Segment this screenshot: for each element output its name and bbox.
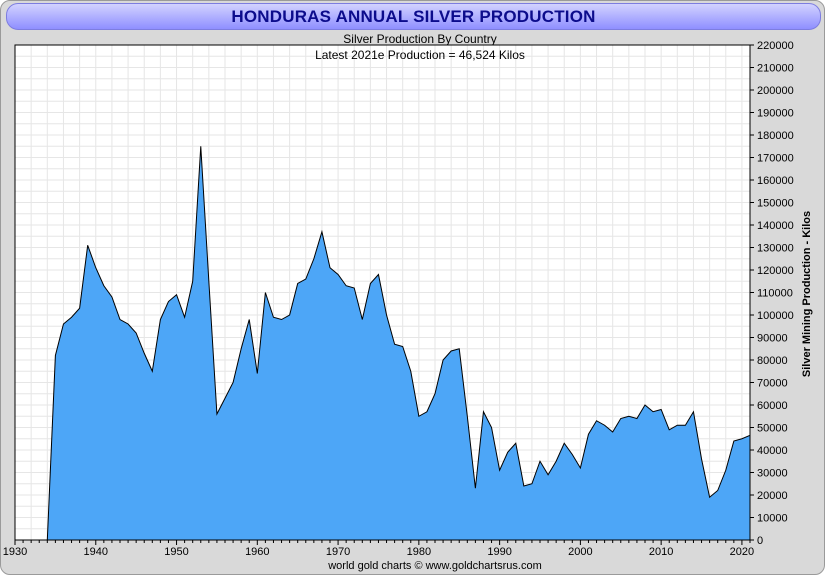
- y-tick-label: 90000: [757, 333, 788, 345]
- production-area: [47, 146, 751, 540]
- x-axis-ticks: 1930 1940 1950 1960 1970 1980 1990 2000 2010 2020: [3, 540, 754, 558]
- y-tick-label: 170000: [757, 153, 794, 165]
- y-tick-label: 10000: [757, 513, 788, 525]
- y-tick-label: 220000: [757, 40, 794, 52]
- y-tick-label: 20000: [757, 490, 788, 502]
- y-tick-label: 140000: [757, 220, 794, 232]
- y-tick-label: 70000: [757, 378, 788, 390]
- y-tick-label: 150000: [757, 198, 794, 210]
- y-tick-label: 120000: [757, 265, 794, 277]
- y-tick-label: 210000: [757, 63, 794, 75]
- y-tick-label: 60000: [757, 400, 788, 412]
- y-axis-label: Silver Mining Production - Kilos: [801, 211, 813, 377]
- x-tick-label: 1960: [245, 546, 269, 558]
- y-tick-label: 0: [757, 535, 763, 547]
- x-tick-label: 2020: [730, 546, 754, 558]
- x-tick-label: 1940: [84, 546, 108, 558]
- chart-subtitle: Silver Production By Country: [343, 32, 496, 46]
- x-tick-label: 1930: [3, 546, 27, 558]
- y-tick-label: 130000: [757, 243, 794, 255]
- x-tick-label: 1990: [487, 546, 511, 558]
- y-tick-label: 50000: [757, 423, 788, 435]
- y-axis-ticks: 0 10000 20000 30000 40000 50000 60000 70000 8000…: [750, 40, 794, 547]
- y-tick-label: 180000: [757, 130, 794, 142]
- y-tick-label: 30000: [757, 468, 788, 480]
- production-line: [46, 146, 751, 541]
- y-tick-label: 80000: [757, 355, 788, 367]
- x-tick-label: 1980: [407, 546, 431, 558]
- x-tick-label: 2000: [568, 546, 592, 558]
- chart-footer: world gold charts © www.goldchartsrus.co…: [327, 560, 542, 572]
- chart-title: HONDURAS ANNUAL SILVER PRODUCTION: [6, 3, 821, 30]
- y-tick-label: 40000: [757, 445, 788, 457]
- y-tick-label: 100000: [757, 310, 794, 322]
- x-tick-label: 1950: [164, 546, 188, 558]
- y-tick-label: 190000: [757, 108, 794, 120]
- y-tick-label: 160000: [757, 175, 794, 187]
- y-tick-label: 200000: [757, 85, 794, 97]
- y-tick-label: 110000: [757, 288, 793, 300]
- chart-annotation: Latest 2021e Production = 46,524 Kilos: [315, 48, 525, 62]
- x-tick-label: 2010: [649, 546, 673, 558]
- x-tick-label: 1970: [326, 546, 350, 558]
